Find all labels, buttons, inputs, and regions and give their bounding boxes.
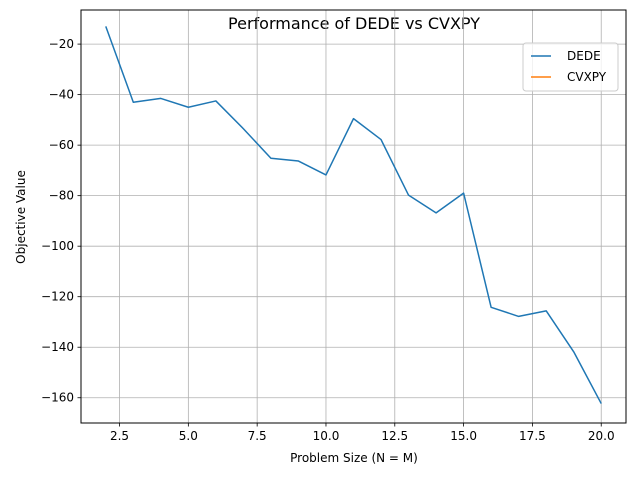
y-tick-label: −160 — [41, 391, 74, 405]
x-tick-label: 10.0 — [313, 429, 340, 443]
x-axis-ticks: 2.5 5.0 7.5 10.0 12.5 15.0 17.5 20.0 — [110, 423, 615, 443]
legend: DEDE CVXPY — [522, 42, 619, 92]
y-tick-label: −20 — [49, 37, 74, 51]
y-tick-label: −40 — [49, 88, 74, 102]
y-tick-label: −60 — [49, 138, 74, 152]
chart-title: Performance of DEDE vs CVXPY — [228, 14, 480, 33]
x-tick-label: 12.5 — [381, 429, 408, 443]
x-axis-label: Problem Size (N = M) — [290, 451, 418, 465]
legend-label-dede: DEDE — [567, 49, 601, 63]
x-tick-label: 2.5 — [110, 429, 129, 443]
x-tick-label: 5.0 — [179, 429, 198, 443]
x-tick-label: 7.5 — [248, 429, 267, 443]
axes-frame — [80, 9, 627, 424]
x-tick-label: 17.5 — [519, 429, 546, 443]
x-tick-label: 20.0 — [588, 429, 615, 443]
y-tick-label: −100 — [41, 239, 74, 253]
legend-box — [522, 42, 619, 92]
y-axis-ticks: −20 −40 −60 −80 −100 −120 −140 −160 — [41, 37, 81, 405]
series-line-dede — [105, 26, 602, 404]
y-tick-label: −140 — [41, 340, 74, 354]
x-tick-label: 15.0 — [450, 429, 477, 443]
y-axis-label: Objective Value — [14, 170, 28, 264]
y-tick-label: −120 — [41, 290, 74, 304]
legend-label-cvxpy: CVXPY — [567, 70, 607, 84]
y-tick-label: −80 — [49, 189, 74, 203]
plot-area — [105, 26, 602, 404]
